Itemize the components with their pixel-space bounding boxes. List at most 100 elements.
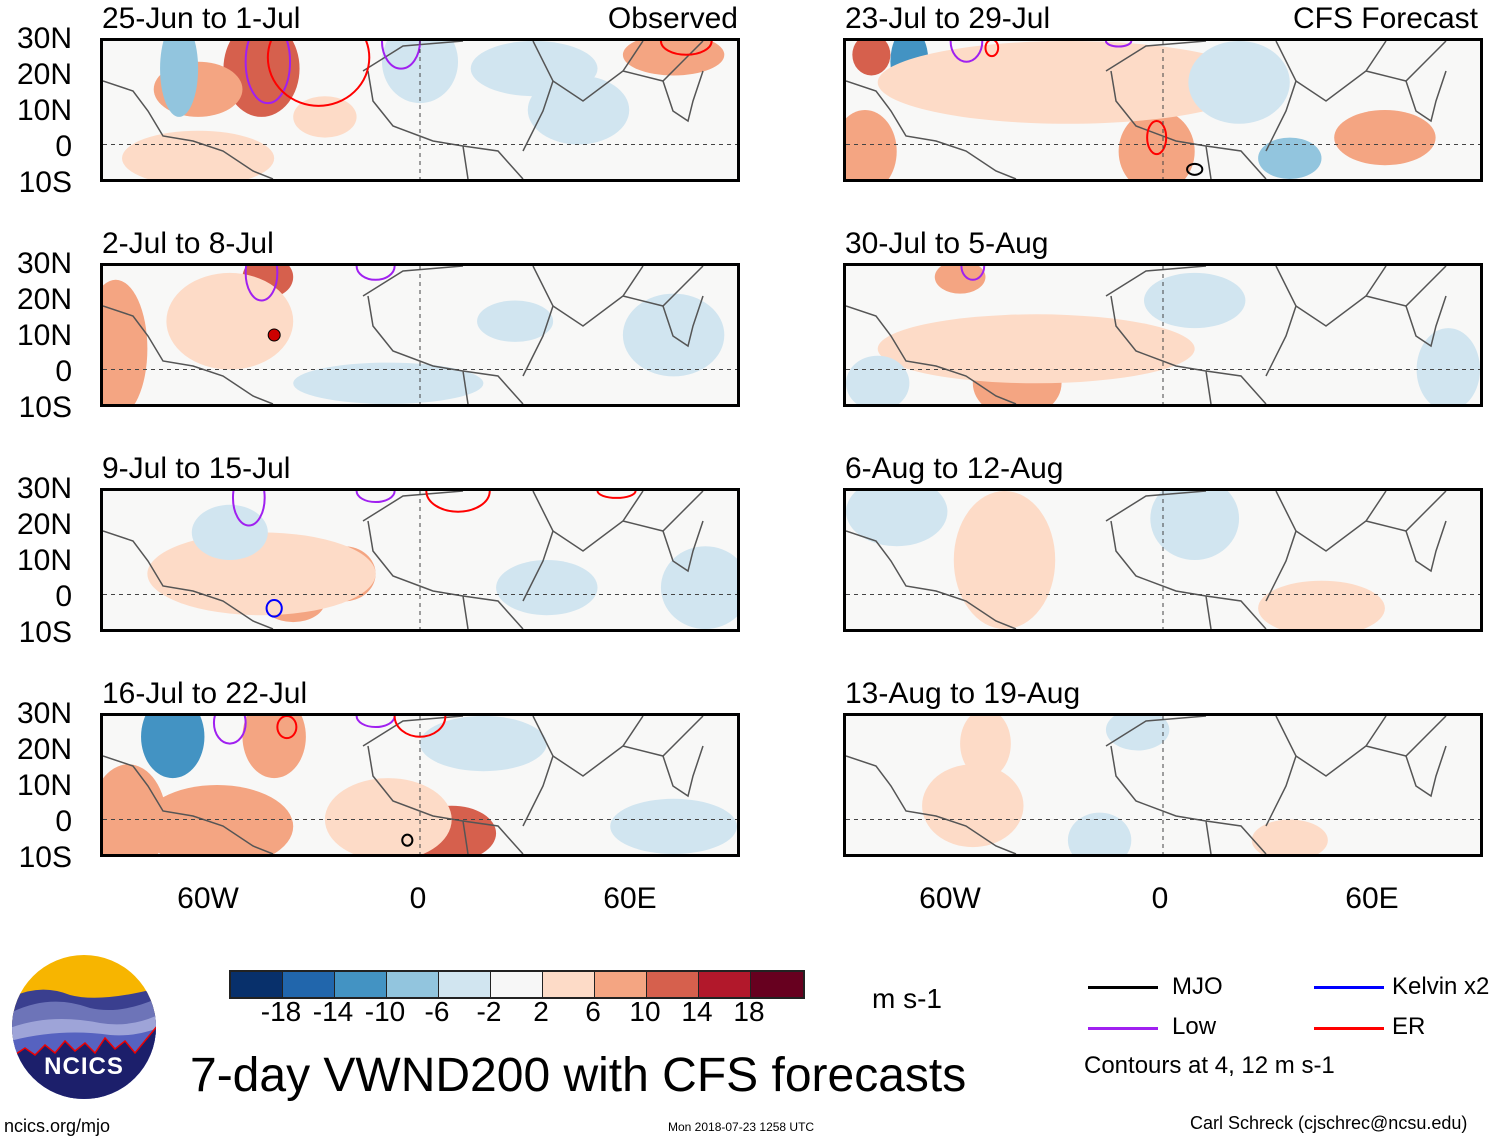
colorbar-tick-label: -2 [476,996,502,1027]
legend-label-low: Low [1172,1013,1217,1040]
map-panel-observed-2 [100,263,740,407]
panel-title: 6-Aug to 12-Aug [845,452,1064,485]
wave-contour [380,41,421,70]
coastline [1205,41,1297,179]
coastline [1295,716,1447,777]
legend-line-low [1088,1027,1158,1030]
legend-line-er [1314,1027,1384,1030]
coastline [1295,266,1447,327]
coastline [103,530,274,629]
wave-contour [266,41,371,107]
panel-title: 16-Jul to 22-Jul [102,677,308,710]
anomaly-region [293,96,357,138]
map-canvas [103,491,737,629]
wave-contour [212,716,247,745]
map-panel-forecast-4 [843,713,1483,857]
colorbar-tick-label: 18 [733,996,765,1027]
lon-tick-label-right-60e: 60E [1345,882,1399,915]
panel-title: 25-Jun to 1-Jul [102,2,301,35]
coastline [1405,745,1447,798]
colorbar-tick-label: 14 [681,996,713,1027]
anomaly-region [622,41,725,76]
lat-tick-label: 0 [55,805,72,838]
wave-contour [355,491,396,504]
coastline [462,266,554,404]
colorbar-swatch [543,972,595,997]
legend-line-kelvin [1314,986,1384,989]
lat-tick-label: 30N [16,472,72,505]
lat-tick-label: 0 [55,130,72,163]
anomaly-region [166,272,294,370]
wave-contour [960,266,986,281]
map-panel-observed-3 [100,488,740,632]
colorbar-swatch [491,972,543,997]
map-panel-observed-4 [100,713,740,857]
lon-tick-label-left-0: 0 [409,882,427,915]
coastline [846,755,1017,854]
coastline [552,716,704,777]
anomaly-region [1416,328,1480,404]
colorbar-tick-label: -10 [364,996,406,1027]
lat-tick-label: 10S [18,391,72,424]
anomaly-region [496,560,598,616]
map-canvas [846,41,1480,179]
anomaly-region [1067,812,1132,854]
ncics-logo: NCICS [10,953,158,1101]
colorbar-tick-label: 6 [585,996,601,1027]
colorbar-swatch [231,972,283,997]
tropical-cyclone-icon [267,328,281,342]
coastline [552,41,704,102]
wave-contour [659,41,713,56]
lat-tick-label: 20N [16,283,72,316]
map-canvas [103,266,737,404]
lat-tick-label: 30N [16,247,72,280]
wave-contour [355,266,396,281]
anomaly-region [122,130,275,179]
colorbar-tick-label: 2 [533,996,549,1027]
wave-contour [1186,162,1204,176]
anomaly-region [420,716,547,772]
panel-title: 30-Jul to 5-Aug [845,227,1049,260]
coastline [362,266,469,404]
colorbar-tick-label: 10 [629,996,661,1027]
anomaly-region [660,546,737,629]
lat-tick-label: 10S [18,166,72,199]
anomaly-region [141,716,205,779]
coastline [1205,266,1297,404]
anomaly-region [1258,137,1322,179]
coastline [1405,70,1447,123]
forecast-column-label: CFS Forecast [1292,2,1478,35]
coastline [552,266,704,327]
colorbar-swatch [595,972,647,997]
anomaly-region [103,279,148,404]
lon-tick-label-left-60w: 60W [177,882,239,915]
coastline [662,520,704,573]
panel-title: 2-Jul to 8-Jul [102,227,274,260]
colorbar-swatch [387,972,439,997]
legend-label-mjo: MJO [1172,973,1223,1000]
wave-contour [276,716,298,740]
coastline [362,716,469,854]
coastline [103,755,274,854]
lat-tick-label: 0 [55,355,72,388]
anomaly-region [242,716,306,779]
coastline [846,305,1017,404]
coastline [1405,520,1447,573]
anomaly-region [960,716,1011,779]
map-canvas [846,716,1480,854]
coastline [462,716,554,854]
panel-title: 13-Aug to 19-Aug [845,677,1081,710]
coastline [103,305,274,404]
colorbar-swatch [699,972,751,997]
coastline [1105,716,1212,854]
anomaly-region [852,41,891,76]
legend-line-mjo [1088,986,1158,989]
anomaly-region [934,266,986,294]
anomaly-region [1334,110,1436,166]
anomaly-region [470,41,598,97]
colorbar-swatch [439,972,491,997]
coastline [846,80,1017,179]
map-panel-observed-1 [100,38,740,182]
anomaly-region [622,293,725,377]
anomaly-region [1258,580,1385,629]
